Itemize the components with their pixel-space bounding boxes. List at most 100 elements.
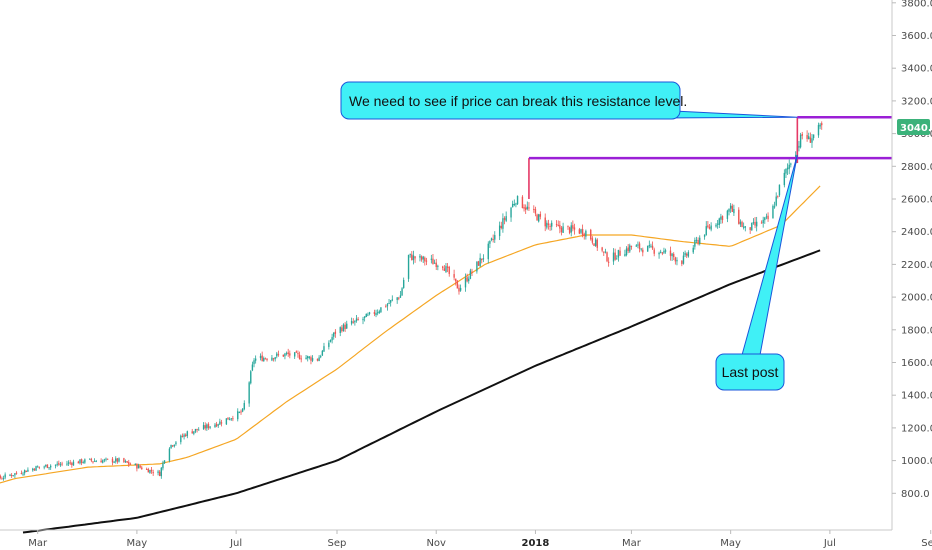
candle: [398, 296, 400, 301]
candle: [352, 318, 354, 324]
candle: [82, 460, 84, 464]
candle: [376, 309, 379, 316]
candle: [778, 184, 781, 197]
candle: [578, 227, 581, 235]
candle: [549, 223, 551, 231]
candle: [658, 251, 660, 259]
candle: [715, 223, 717, 228]
candle: [638, 241, 641, 253]
y-tick-label: 3600.0: [901, 31, 932, 42]
candle: [637, 241, 639, 249]
candle: [105, 457, 107, 462]
candle: [378, 309, 380, 314]
candle: [318, 355, 320, 362]
candle: [516, 195, 519, 205]
candle: [482, 254, 485, 263]
candle: [510, 206, 512, 222]
candle: [334, 329, 337, 338]
candle: [362, 316, 364, 325]
candle: [790, 162, 792, 168]
candle: [446, 263, 449, 273]
candle: [147, 467, 149, 473]
candle: [141, 465, 143, 470]
candle: [25, 470, 27, 473]
y-tick-label: 2800.0: [901, 162, 932, 173]
candle: [232, 415, 234, 422]
candle: [1, 476, 3, 480]
candle: [276, 351, 278, 359]
callout-text: Last post: [722, 364, 779, 380]
candle: [490, 237, 493, 242]
y-tick-label: 1400.0: [901, 391, 932, 402]
candle: [118, 457, 120, 463]
candle: [357, 317, 359, 321]
candle: [464, 273, 467, 292]
candle: [2, 475, 5, 481]
candle: [128, 459, 130, 467]
candle: [48, 467, 50, 470]
candle: [171, 445, 174, 448]
candle: [90, 457, 93, 463]
candle: [562, 222, 564, 233]
callout-box: [715, 353, 785, 391]
candle: [251, 361, 254, 372]
candle: [476, 261, 478, 274]
candle: [12, 475, 14, 477]
candle: [346, 320, 348, 330]
candle: [443, 265, 446, 272]
candle: [180, 434, 182, 445]
candle: [46, 464, 49, 469]
candle: [407, 254, 410, 282]
candle: [93, 458, 96, 462]
candle: [594, 237, 597, 247]
candle: [539, 211, 542, 220]
candle: [350, 317, 353, 326]
candle: [363, 316, 366, 322]
ma-long-line: [22, 249, 821, 534]
candle: [380, 307, 382, 313]
candle: [466, 273, 468, 283]
candle: [673, 252, 675, 261]
candle: [591, 236, 594, 245]
candle: [170, 444, 172, 450]
candle: [547, 219, 550, 230]
candle: [139, 464, 141, 469]
candle: [300, 355, 302, 363]
candle: [544, 213, 546, 232]
candle: [49, 464, 52, 470]
candle: [650, 243, 652, 248]
y-tick-label: 3400.0: [901, 64, 932, 75]
candle: [124, 459, 127, 464]
callout-resistance: We need to see if price can break this r…: [340, 81, 798, 120]
candle: [528, 202, 530, 211]
candle: [458, 284, 460, 295]
candle: [230, 418, 232, 421]
candle: [567, 225, 569, 230]
candle: [718, 217, 720, 229]
candle: [191, 428, 193, 434]
candle: [106, 458, 109, 460]
candle: [43, 465, 45, 470]
candle: [20, 470, 23, 475]
candle: [511, 200, 514, 208]
y-tick-label: 2600.0: [901, 195, 932, 206]
candle: [502, 213, 504, 233]
candle: [433, 259, 436, 264]
candle: [14, 473, 16, 479]
last-price-tag-bg: [897, 119, 930, 136]
candle: [214, 423, 216, 428]
candle: [812, 134, 815, 141]
x-tick-label: May: [720, 538, 741, 549]
candle: [123, 457, 125, 464]
candle: [487, 241, 489, 264]
candle: [69, 459, 71, 465]
candle: [697, 237, 699, 246]
candle: [310, 355, 312, 365]
moving-averages: [0, 185, 821, 534]
candle: [568, 226, 571, 235]
candle: [445, 262, 447, 273]
candle: [664, 248, 667, 254]
candle: [263, 356, 265, 362]
candle: [103, 458, 106, 463]
candle: [629, 243, 631, 253]
